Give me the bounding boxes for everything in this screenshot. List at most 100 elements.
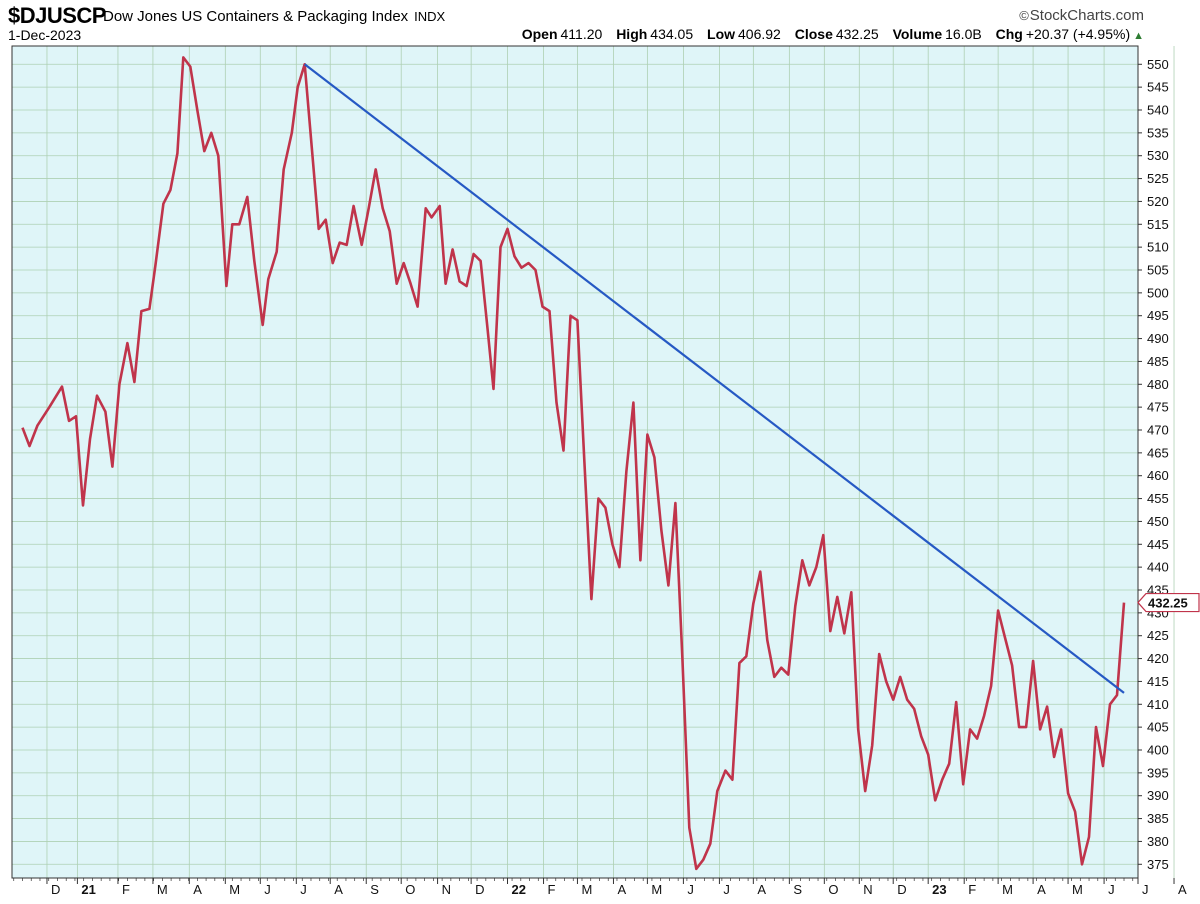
x-tick-label: O bbox=[828, 882, 838, 897]
high-label: High bbox=[616, 26, 648, 42]
x-tick-label: M bbox=[581, 882, 592, 897]
last-price-box bbox=[1137, 592, 1200, 613]
y-tick-label: 530 bbox=[1147, 148, 1169, 163]
x-tick-label: J bbox=[687, 882, 694, 897]
volume-value: 16.0B bbox=[945, 26, 982, 42]
y-tick-label: 380 bbox=[1147, 834, 1169, 849]
x-tick-label: M bbox=[229, 882, 240, 897]
y-tick-label: 405 bbox=[1147, 720, 1169, 735]
open-value: 411.20 bbox=[560, 26, 603, 42]
x-tick-label: J bbox=[264, 882, 271, 897]
y-tick-label: 385 bbox=[1147, 811, 1169, 826]
x-tick-label: N bbox=[863, 882, 872, 897]
y-tick-label: 520 bbox=[1147, 194, 1169, 209]
y-tick-label: 515 bbox=[1147, 217, 1169, 232]
x-tick-label: 23 bbox=[932, 882, 946, 897]
y-tick-label: 440 bbox=[1147, 560, 1169, 575]
y-tick-label: 400 bbox=[1147, 743, 1169, 758]
x-tick-label: A bbox=[617, 882, 626, 897]
x-tick-label: F bbox=[968, 882, 976, 897]
exchange-label: INDX bbox=[414, 9, 446, 24]
x-tick-label: D bbox=[475, 882, 484, 897]
plot-area bbox=[12, 46, 1138, 878]
grid-lines bbox=[12, 46, 1175, 878]
x-tick-label: S bbox=[370, 882, 379, 897]
chart-header: $DJUSCP Dow Jones US Containers & Packag… bbox=[0, 0, 1200, 46]
ticker-symbol: $DJUSCP bbox=[8, 3, 106, 28]
x-tick-label: M bbox=[1002, 882, 1013, 897]
x-tick-label: 22 bbox=[512, 882, 526, 897]
y-tick-label: 480 bbox=[1147, 377, 1169, 392]
open-label: Open bbox=[521, 26, 558, 42]
y-tick-label: 545 bbox=[1147, 80, 1169, 95]
x-tick-label: N bbox=[442, 882, 451, 897]
trend-line bbox=[304, 63, 1125, 694]
y-tick-label: 445 bbox=[1147, 537, 1169, 552]
low-value: 406.92 bbox=[738, 26, 781, 42]
y-tick-label: 425 bbox=[1147, 628, 1169, 643]
y-tick-label: 490 bbox=[1147, 331, 1169, 346]
x-tick-label: A bbox=[757, 882, 766, 897]
index-name-text: Dow Jones US Containers & Packaging Inde… bbox=[103, 8, 409, 25]
y-tick-label: 550 bbox=[1147, 57, 1169, 72]
y-tick-label: 495 bbox=[1147, 308, 1169, 323]
x-tick-label: S bbox=[793, 882, 802, 897]
y-tick-label: 485 bbox=[1147, 354, 1169, 369]
last-price-label: 432.25 bbox=[1148, 596, 1188, 611]
chg-label: Chg bbox=[995, 26, 1023, 42]
y-tick-label: 525 bbox=[1147, 171, 1169, 186]
y-axis-labels: 3753803853903954004054104154204254304354… bbox=[1138, 57, 1169, 872]
brand-watermark: ©StockCharts.com bbox=[1019, 7, 1144, 24]
high-value: 434.05 bbox=[650, 26, 694, 42]
x-tick-label: A bbox=[1178, 882, 1187, 897]
x-tick-label: M bbox=[157, 882, 168, 897]
y-tick-label: 505 bbox=[1147, 263, 1169, 278]
brand-text: StockCharts.com bbox=[1029, 7, 1144, 24]
chg-value: +20.37 (+4.95%) bbox=[1025, 26, 1131, 42]
x-tick-label: D bbox=[51, 882, 60, 897]
y-tick-label: 535 bbox=[1147, 125, 1169, 140]
quote-summary: Open 411.20 High 434.05 Low 406.92 Close 432… bbox=[522, 26, 1144, 42]
last-price-tag: 432.25 bbox=[1137, 592, 1200, 613]
y-tick-label: 390 bbox=[1147, 788, 1169, 803]
close-value: 432.25 bbox=[835, 26, 879, 42]
close-label: Close bbox=[794, 26, 833, 42]
y-tick-label: 500 bbox=[1147, 285, 1169, 300]
up-triangle-icon: ▲ bbox=[1133, 30, 1144, 42]
y-tick-label: 375 bbox=[1147, 857, 1169, 872]
y-tick-label: 475 bbox=[1147, 400, 1169, 415]
index-name: Dow Jones US Containers & Packaging Inde… bbox=[103, 8, 445, 25]
x-tick-label: M bbox=[651, 882, 662, 897]
x-tick-label: A bbox=[193, 882, 202, 897]
y-tick-label: 540 bbox=[1147, 103, 1169, 118]
low-label: Low bbox=[707, 26, 736, 42]
x-tick-label: F bbox=[122, 882, 130, 897]
x-tick-label: M bbox=[1072, 882, 1083, 897]
x-tick-label: J bbox=[1142, 882, 1149, 897]
y-tick-label: 460 bbox=[1147, 468, 1169, 483]
y-tick-label: 450 bbox=[1147, 514, 1169, 529]
y-tick-label: 455 bbox=[1147, 491, 1169, 506]
plot-border bbox=[11, 45, 1139, 879]
x-tick-label: 21 bbox=[81, 882, 95, 897]
x-tick-label: J bbox=[1108, 882, 1115, 897]
price-line bbox=[21, 56, 1126, 871]
x-tick-label: A bbox=[334, 882, 343, 897]
x-tick-label: F bbox=[548, 882, 556, 897]
copyright-icon: © bbox=[1019, 8, 1029, 23]
chart-date: 1-Dec-2023 bbox=[8, 27, 82, 43]
y-tick-label: 420 bbox=[1147, 651, 1169, 666]
y-tick-label: 470 bbox=[1147, 423, 1169, 438]
y-tick-label: 415 bbox=[1147, 674, 1169, 689]
y-tick-label: 465 bbox=[1147, 445, 1169, 460]
x-tick-label: O bbox=[405, 882, 415, 897]
x-tick-label: J bbox=[723, 882, 730, 897]
x-tick-label: D bbox=[897, 882, 906, 897]
volume-label: Volume bbox=[892, 26, 943, 42]
y-tick-label: 410 bbox=[1147, 697, 1169, 712]
x-tick-label: J bbox=[300, 882, 307, 897]
x-tick-label: A bbox=[1037, 882, 1046, 897]
x-axis-labels: D21FMAMJJASOND22FMAMJJASOND23FMAMJJASON bbox=[46, 878, 1187, 897]
y-tick-label: 510 bbox=[1147, 240, 1169, 255]
